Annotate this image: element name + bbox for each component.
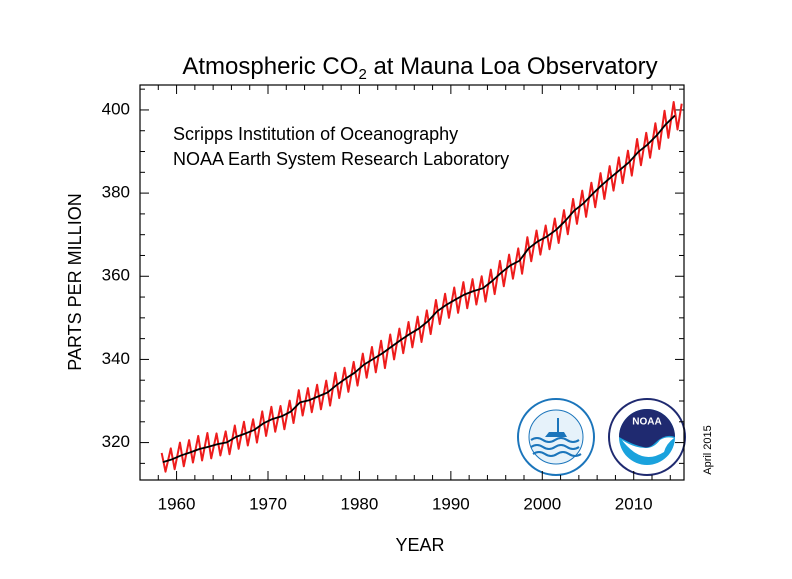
y-tick-label: 340: [102, 349, 130, 368]
x-tick-label: 2000: [523, 494, 561, 513]
noaa-logo: NOAA: [608, 398, 686, 476]
y-tick-label: 400: [102, 99, 130, 118]
x-tick-label: 1970: [249, 494, 287, 513]
x-tick-label: 1990: [432, 494, 470, 513]
scripps-logo: [517, 398, 595, 476]
x-axis-label: YEAR: [395, 535, 444, 555]
chart-title: Atmospheric CO2 at Mauna Loa Observatory: [182, 53, 657, 83]
logo-waves: [530, 437, 582, 457]
plot-frame: [139, 84, 685, 481]
y-axis-label: PARTS PER MILLION: [65, 193, 85, 370]
title-subscript: 2: [358, 66, 366, 83]
logo-top: [619, 409, 675, 448]
y-tick-label: 360: [102, 266, 130, 285]
x-tick-label: 1980: [341, 494, 379, 513]
data-line: [160, 101, 683, 473]
logo-text: NOAA: [632, 417, 661, 428]
date-note: April 2015: [702, 425, 714, 475]
y-tick-label: 380: [102, 183, 130, 202]
x-tick-label: 2010: [615, 494, 653, 513]
title-part: at Mauna Loa Observatory: [367, 53, 658, 80]
x-tick-label: 1960: [158, 494, 196, 513]
data-line: [162, 114, 676, 463]
y-tick-label: 320: [102, 432, 130, 451]
logo-bird: [622, 437, 674, 457]
title-part: Atmospheric CO: [182, 53, 358, 80]
logo-ship: [545, 418, 567, 437]
annotation: NOAA Earth System Research Laboratory: [173, 149, 509, 169]
annotation: Scripps Institution of Oceanography: [173, 124, 458, 144]
